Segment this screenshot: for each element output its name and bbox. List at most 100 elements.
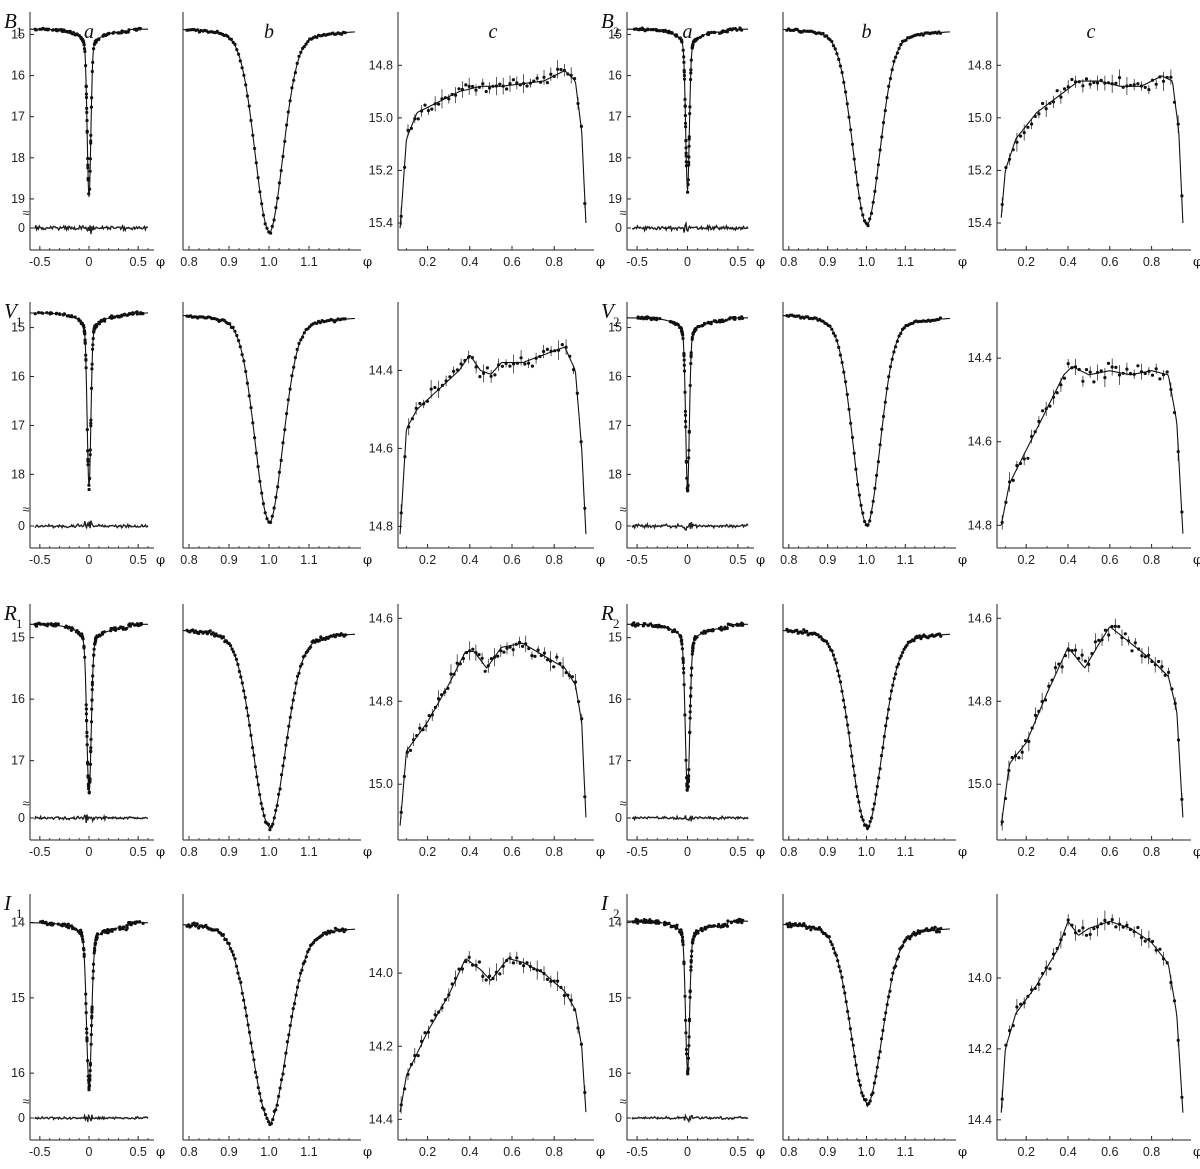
residual-zero-label: 0 — [18, 221, 25, 235]
x-tick-label: 1.0 — [260, 255, 277, 269]
data-point — [858, 1083, 862, 1087]
data-point — [830, 649, 834, 653]
data-point — [304, 955, 308, 959]
data-point — [416, 117, 420, 121]
data-point — [895, 51, 900, 55]
data-point — [505, 959, 509, 963]
data-point — [83, 341, 87, 345]
data-point — [831, 947, 836, 951]
band-label: I — [3, 891, 12, 915]
data-point — [85, 734, 89, 739]
data-point — [687, 135, 691, 139]
data-point — [1088, 370, 1092, 374]
x-axis-symbol: φ — [958, 845, 967, 860]
data-point — [81, 940, 85, 944]
data-point — [131, 311, 135, 315]
y-tick-label: 16 — [11, 692, 25, 706]
data-point — [251, 133, 255, 137]
data-point — [141, 312, 145, 316]
data-point — [567, 673, 571, 677]
data-point — [1077, 367, 1081, 372]
data-point — [691, 332, 695, 336]
data-point — [126, 313, 130, 317]
data-point — [90, 362, 94, 366]
data-point — [1048, 967, 1052, 971]
data-point — [847, 731, 851, 735]
x-tick-label: 0.5 — [129, 255, 146, 269]
data-point — [534, 356, 538, 360]
model-curve — [782, 629, 951, 831]
data-point — [559, 985, 563, 990]
data-point — [1003, 796, 1008, 801]
data-point — [49, 622, 53, 626]
model-curve — [782, 28, 950, 228]
y-tick-label: 14.2 — [369, 1039, 393, 1053]
data-point — [68, 30, 72, 35]
x-tick-label: 0.6 — [1101, 845, 1118, 859]
data-point — [1055, 89, 1059, 93]
data-point — [87, 787, 91, 791]
data-point — [33, 27, 37, 31]
data-point — [539, 969, 543, 973]
data-point — [891, 683, 895, 687]
x-tick-label: 1.1 — [897, 1145, 914, 1159]
data-point — [1067, 648, 1071, 652]
data-point — [1030, 726, 1034, 730]
data-point — [300, 662, 304, 666]
y-tick-label: 17 — [608, 754, 622, 768]
data-point — [195, 922, 199, 926]
data-point — [814, 316, 818, 320]
data-point — [478, 375, 482, 379]
data-point — [483, 669, 487, 673]
data-point — [437, 102, 441, 106]
data-point — [693, 635, 698, 639]
band-label: V — [4, 299, 19, 323]
data-point — [905, 643, 909, 647]
data-point — [109, 626, 113, 631]
data-point — [1022, 131, 1026, 135]
data-point — [1128, 83, 1133, 87]
data-point — [135, 622, 139, 626]
data-point — [690, 941, 695, 945]
data-point — [488, 974, 492, 978]
data-point — [718, 31, 722, 35]
data-point — [845, 102, 849, 106]
data-point — [133, 623, 137, 627]
data-point — [1053, 666, 1058, 670]
data-point — [1077, 80, 1081, 84]
data-point — [491, 84, 495, 88]
data-point — [90, 698, 94, 702]
data-point — [1083, 659, 1087, 663]
panel-V2c: 0.2 0.4 0.6 0.8 φ14.414.614.8 — [968, 302, 1200, 568]
data-point — [852, 451, 856, 455]
data-point — [410, 417, 414, 421]
data-point — [262, 814, 266, 818]
model-curve — [1000, 75, 1184, 224]
x-axis-symbol: φ — [363, 255, 372, 270]
band-subscript: 2 — [613, 906, 620, 921]
data-point — [34, 624, 39, 628]
data-point — [1158, 377, 1162, 381]
data-point — [1070, 923, 1074, 927]
data-point — [274, 206, 278, 210]
y-tick-label: 16 — [11, 370, 25, 384]
data-point — [685, 782, 689, 786]
y-tick-label: 16 — [11, 1066, 25, 1080]
data-point — [240, 353, 244, 357]
data-point — [689, 68, 693, 72]
data-point — [265, 226, 269, 230]
data-point — [836, 669, 840, 673]
residual-trace — [34, 520, 149, 530]
data-point — [853, 1054, 857, 1059]
data-point — [88, 448, 92, 452]
data-point — [686, 182, 690, 187]
data-point — [302, 45, 306, 49]
data-point — [240, 66, 244, 70]
data-point — [457, 87, 461, 91]
data-point — [535, 968, 539, 972]
data-point — [1019, 1002, 1023, 1006]
data-point — [1037, 112, 1041, 116]
data-point — [343, 633, 348, 637]
data-point — [881, 746, 885, 750]
data-point — [82, 325, 86, 330]
